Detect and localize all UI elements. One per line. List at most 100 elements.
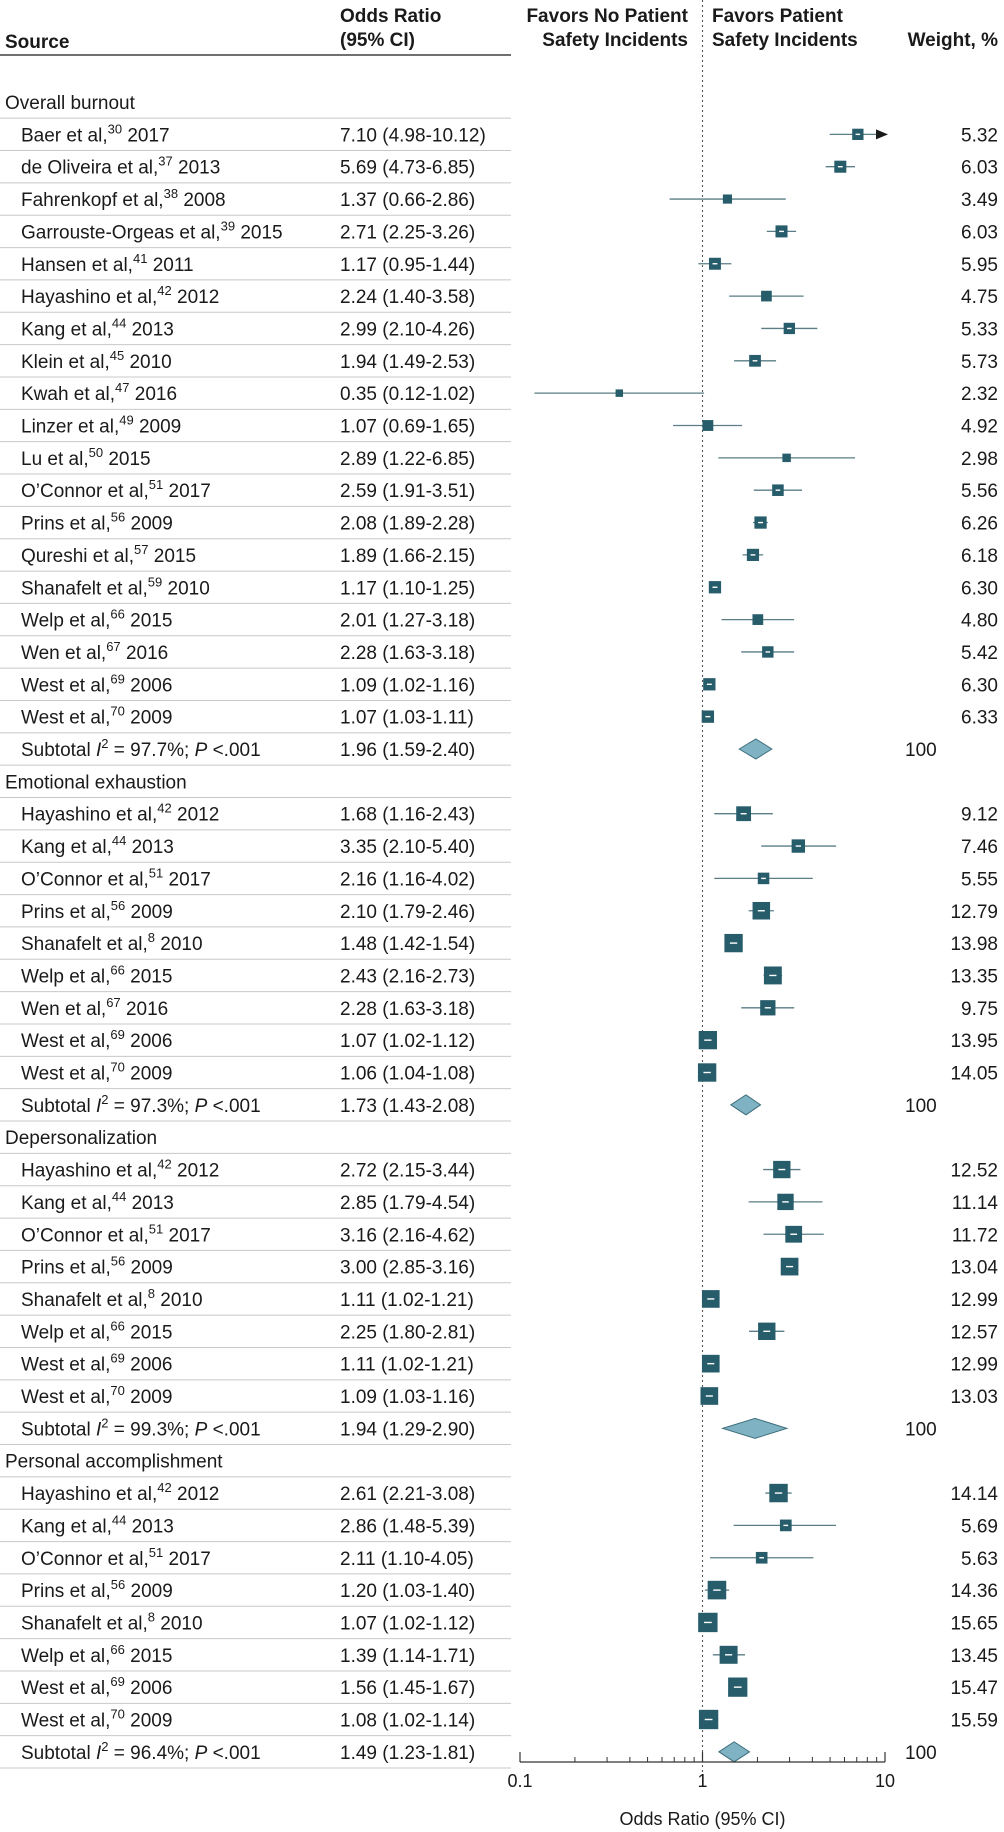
ci-header: (95% CI) (340, 30, 415, 51)
study-weight: 12.99 (950, 1355, 998, 1376)
study-odds-ratio: 5.69 (4.73-6.85) (340, 158, 475, 179)
study-year: 2013 (126, 319, 174, 340)
study-odds-ratio: 3.16 (2.16-4.62) (340, 1225, 475, 1246)
study-ref: 42 (157, 801, 171, 816)
i2-symbol: I (96, 1419, 102, 1440)
i2-symbol: I (96, 740, 102, 761)
study-ref: 67 (106, 639, 120, 654)
study-year: 2015 (125, 611, 173, 632)
study-weight: 2.98 (961, 449, 998, 470)
study-ref: 66 (110, 607, 124, 622)
study-author: Kang et al, (21, 837, 112, 858)
subtotal-label: Subtotal I2 = 99.3%; P <.001 (21, 1415, 261, 1440)
study-ref: 51 (149, 1221, 163, 1236)
study-author: Garrouste-Orgeas et al, (21, 222, 221, 243)
study-year: 2006 (125, 675, 173, 696)
study-year: 2010 (162, 578, 210, 599)
study-source: Shanafelt et al,59 2010 (21, 574, 210, 599)
study-author: Hayashino et al, (21, 287, 157, 308)
subtotal-diamond (729, 1094, 762, 1116)
study-odds-ratio: 0.35 (0.12-1.02) (340, 384, 475, 405)
study-source: Welp et al,66 2015 (21, 1642, 172, 1667)
study-author: Baer et al, (21, 125, 108, 146)
study-year: 2010 (155, 934, 203, 955)
study-author: Kang et al, (21, 1516, 112, 1537)
i2-value: = 99.3%; (109, 1419, 195, 1440)
subtotal-label: Subtotal I2 = 97.3%; P <.001 (21, 1092, 261, 1117)
i2-symbol: I (96, 1743, 102, 1764)
study-ref: 56 (111, 898, 125, 913)
study-ref: 66 (110, 1318, 124, 1333)
study-author: Lu et al, (21, 449, 89, 470)
study-ref: 30 (108, 121, 122, 136)
study-source: de Oliveira et al,37 2013 (21, 154, 220, 179)
p-value: <.001 (207, 740, 260, 761)
study-ref: 51 (149, 477, 163, 492)
study-ref: 44 (112, 1512, 126, 1527)
subtotal-odds-ratio: 1.73 (1.43-2.08) (340, 1096, 475, 1117)
study-odds-ratio: 2.25 (1.80-2.81) (340, 1322, 475, 1343)
study-source: Klein et al,45 2010 (21, 348, 172, 373)
study-odds-ratio: 1.17 (1.10-1.25) (340, 578, 475, 599)
study-weight: 6.33 (961, 708, 998, 729)
subtotal-odds-ratio: 1.96 (1.59-2.40) (340, 740, 475, 761)
study-source: O’Connor et al,51 2017 (21, 477, 211, 502)
study-ref: 42 (157, 1480, 171, 1495)
study-odds-ratio: 1.89 (1.66-2.15) (340, 546, 475, 567)
group-title: Depersonalization (5, 1128, 157, 1149)
table-rows: Overall burnout Baer et al,30 2017 7.10 (4… (0, 93, 998, 1769)
study-odds-ratio: 1.07 (0.69-1.65) (340, 417, 475, 438)
study-year: 2006 (125, 1031, 173, 1052)
study-weight: 5.55 (961, 869, 998, 890)
study-source: O’Connor et al,51 2017 (21, 1221, 211, 1246)
subtotal-weight: 100 (905, 1419, 937, 1440)
study-weight: 12.57 (950, 1322, 998, 1343)
study-odds-ratio: 1.17 (0.95-1.44) (340, 255, 475, 276)
plot-area (534, 0, 888, 1774)
study-source: Kang et al,44 2013 (21, 315, 174, 340)
study-weight: 4.80 (961, 611, 998, 632)
study-author: West et al, (21, 675, 110, 696)
study-author: West et al, (21, 1711, 110, 1732)
study-source: West et al,70 2009 (21, 1060, 172, 1085)
study-odds-ratio: 1.94 (1.49-2.53) (340, 352, 475, 373)
study-year: 2009 (125, 1581, 173, 1602)
study-author: Welp et al, (21, 1646, 110, 1667)
study-ref: 56 (111, 1577, 125, 1592)
study-year: 2017 (122, 125, 170, 146)
study-author: Prins et al, (21, 514, 111, 535)
subtotal-word: Subtotal (21, 740, 96, 761)
subtotal-weight: 100 (905, 1096, 937, 1117)
study-author: West et al, (21, 1031, 110, 1052)
study-ref: 70 (110, 1707, 124, 1722)
study-marker (702, 420, 714, 431)
study-source: Hayashino et al,42 2012 (21, 801, 219, 826)
favors-right-header-line2: Safety Incidents (712, 30, 858, 51)
study-author: West et al, (21, 1678, 110, 1699)
study-author: West et al, (21, 1387, 110, 1408)
study-source: Fahrenkopf et al,38 2008 (21, 186, 226, 211)
study-source: Prins et al,56 2009 (21, 1577, 173, 1602)
x-axis-title: Odds Ratio (95% CI) (619, 1809, 785, 1829)
i2-exponent: 2 (101, 736, 108, 751)
study-source: Welp et al,66 2015 (21, 607, 172, 632)
study-year: 2015 (125, 966, 173, 987)
study-source: Wen et al,67 2016 (21, 639, 168, 664)
study-ref: 42 (157, 283, 171, 298)
study-ref: 47 (115, 380, 129, 395)
study-year: 2016 (121, 643, 169, 664)
study-weight: 14.36 (950, 1581, 998, 1602)
subtotal-label: Subtotal I2 = 97.7%; P <.001 (21, 736, 261, 761)
study-source: Hayashino et al,42 2012 (21, 1157, 219, 1182)
study-year: 2009 (125, 708, 173, 729)
study-ref: 66 (110, 1642, 124, 1657)
study-author: Linzer et al, (21, 417, 119, 438)
study-weight: 4.75 (961, 287, 998, 308)
study-year: 2012 (172, 1161, 220, 1182)
study-source: Shanafelt et al,8 2010 (21, 1286, 203, 1311)
study-weight: 5.56 (961, 481, 998, 502)
study-odds-ratio: 1.07 (1.03-1.11) (340, 708, 474, 729)
study-source: West et al,69 2006 (21, 1674, 172, 1699)
study-ref: 70 (110, 1060, 124, 1075)
